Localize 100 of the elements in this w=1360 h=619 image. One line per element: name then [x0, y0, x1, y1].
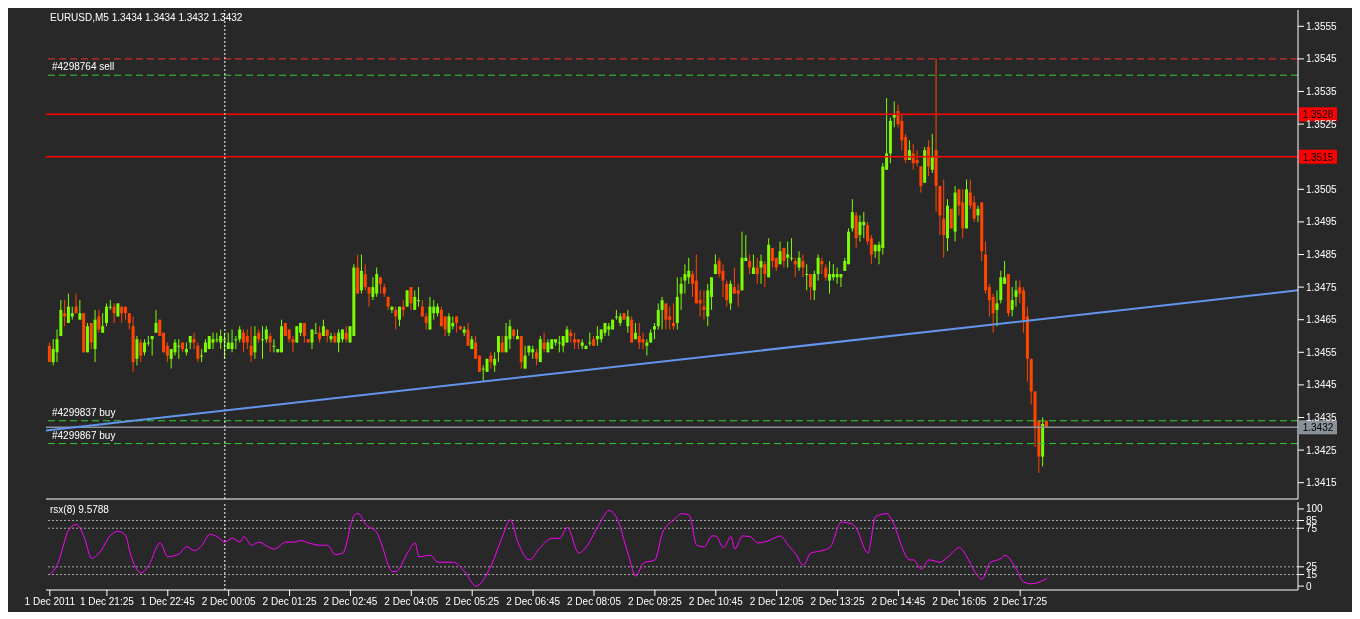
y-tick-label: 1.3465	[1306, 314, 1338, 326]
y-tick-label: 1.3555	[1306, 20, 1338, 32]
ref-line-label: #4298764 sell	[52, 61, 115, 73]
candlestick	[588, 332, 592, 347]
candlestick	[809, 273, 812, 301]
candlestick	[892, 100, 896, 128]
x-tick-label: 2 Dec 10:45	[688, 596, 744, 608]
candlestick	[820, 257, 824, 275]
candlestick	[104, 302, 108, 327]
candlestick	[732, 267, 736, 295]
candlestick	[637, 322, 641, 350]
candlestick	[626, 309, 630, 334]
candlestick	[78, 299, 82, 321]
candlestick	[664, 302, 668, 330]
candlestick	[797, 250, 801, 272]
ref-line-label: #4299837 buy	[52, 406, 116, 418]
candlestick	[504, 322, 508, 353]
candlestick	[805, 263, 809, 291]
candlestick	[150, 335, 154, 357]
candlestick	[367, 286, 371, 308]
x-tick-label: 2 Dec 05:25	[445, 596, 500, 608]
candlestick	[112, 302, 116, 324]
x-tick-label: 2 Dec 01:25	[262, 596, 317, 608]
candlestick	[702, 289, 706, 321]
candlestick	[926, 139, 930, 177]
x-tick-label: 2 Dec 00:05	[201, 596, 257, 608]
x-tick-label: 1 Dec 22:45	[140, 596, 196, 608]
y-tick-label: 1.3415	[1306, 477, 1338, 489]
x-tick-label: 2 Dec 13:25	[810, 596, 865, 608]
y-tick-label: 0	[1306, 580, 1312, 592]
candlestick	[801, 254, 805, 278]
candlestick	[219, 328, 223, 350]
x-tick-label: 2 Dec 04:05	[384, 596, 439, 608]
candlestick	[672, 302, 675, 330]
y-tick-label: 100	[1306, 503, 1324, 515]
candlestick	[907, 139, 911, 161]
candlestick	[862, 211, 866, 239]
candlestick	[447, 312, 451, 337]
candlestick	[135, 335, 139, 366]
candlestick	[139, 338, 143, 363]
candlestick	[66, 293, 70, 324]
x-tick-label: 2 Dec 08:05	[567, 596, 622, 608]
candlestick	[835, 267, 839, 285]
candlestick	[310, 328, 314, 350]
x-tick-label: 1 Dec 21:25	[79, 596, 135, 608]
candlestick	[409, 286, 413, 311]
candlestick	[371, 276, 375, 301]
candlestick	[789, 237, 793, 262]
candlestick	[786, 240, 790, 269]
candlestick	[241, 328, 245, 353]
x-tick-label: 2 Dec 02:45	[323, 596, 378, 608]
candlestick	[413, 289, 417, 311]
ref-line-label: 1.3528	[1302, 109, 1334, 121]
y-tick-label: 1.3485	[1306, 249, 1338, 261]
candlestick	[173, 338, 177, 357]
candlestick	[839, 273, 843, 288]
candlestick	[154, 309, 158, 334]
y-tick-label: 1.3525	[1306, 118, 1338, 130]
candlestick	[363, 263, 367, 291]
x-tick-label: 2 Dec 17:25	[993, 596, 1048, 608]
candlestick	[222, 332, 226, 360]
y-tick-label: 1.3545	[1306, 53, 1338, 65]
candlestick	[89, 322, 93, 350]
candlestick	[755, 257, 759, 285]
candlestick	[268, 332, 272, 353]
y-tick-label: 1.3495	[1306, 216, 1338, 228]
candlestick	[793, 257, 797, 278]
candlestick	[493, 351, 497, 373]
candlestick	[919, 165, 923, 194]
candlestick	[417, 286, 421, 308]
candlestick	[759, 254, 763, 285]
candlestick	[249, 325, 253, 363]
candlestick	[614, 309, 618, 321]
x-tick-label: 2 Dec 14:45	[871, 596, 926, 608]
candlestick	[736, 283, 740, 308]
candlestick	[972, 195, 976, 223]
candlestick	[63, 299, 67, 327]
candlestick	[858, 214, 862, 242]
candlestick	[641, 332, 645, 350]
y-tick-label: 1.3505	[1306, 183, 1338, 195]
ref-line-label: #4299867 buy	[52, 429, 116, 441]
ref-line-label: 1.3515	[1302, 151, 1334, 163]
ref-line-label: 1.3432	[1302, 422, 1334, 434]
candlestick	[854, 211, 858, 249]
candlestick	[763, 260, 767, 288]
candlestick	[230, 328, 234, 353]
candlestick	[97, 309, 101, 334]
y-tick-label: 1.3435	[1306, 412, 1338, 424]
candlestick	[538, 335, 542, 363]
candlestick	[508, 319, 512, 350]
y-tick-label: 1.3475	[1306, 281, 1338, 293]
y-tick-label: 1.3425	[1306, 444, 1338, 456]
y-tick-label: 1.3535	[1306, 86, 1338, 98]
candlestick	[542, 332, 546, 353]
candlestick	[930, 133, 934, 174]
candlestick	[428, 296, 432, 330]
x-tick-label: 2 Dec 09:25	[627, 596, 683, 608]
candlestick	[272, 338, 276, 353]
candlestick	[915, 149, 919, 167]
candlestick	[466, 322, 470, 347]
